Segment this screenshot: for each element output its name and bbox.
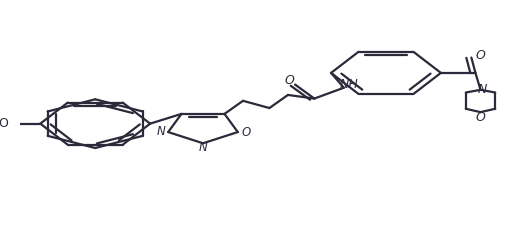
- Text: N: N: [157, 125, 166, 138]
- Text: O: O: [476, 49, 486, 62]
- Text: O: O: [476, 111, 486, 124]
- Text: N: N: [198, 141, 207, 154]
- Text: NH: NH: [340, 78, 358, 91]
- Text: N: N: [478, 83, 487, 96]
- Text: O: O: [284, 74, 294, 87]
- Text: O: O: [0, 117, 8, 130]
- Text: O: O: [241, 126, 251, 139]
